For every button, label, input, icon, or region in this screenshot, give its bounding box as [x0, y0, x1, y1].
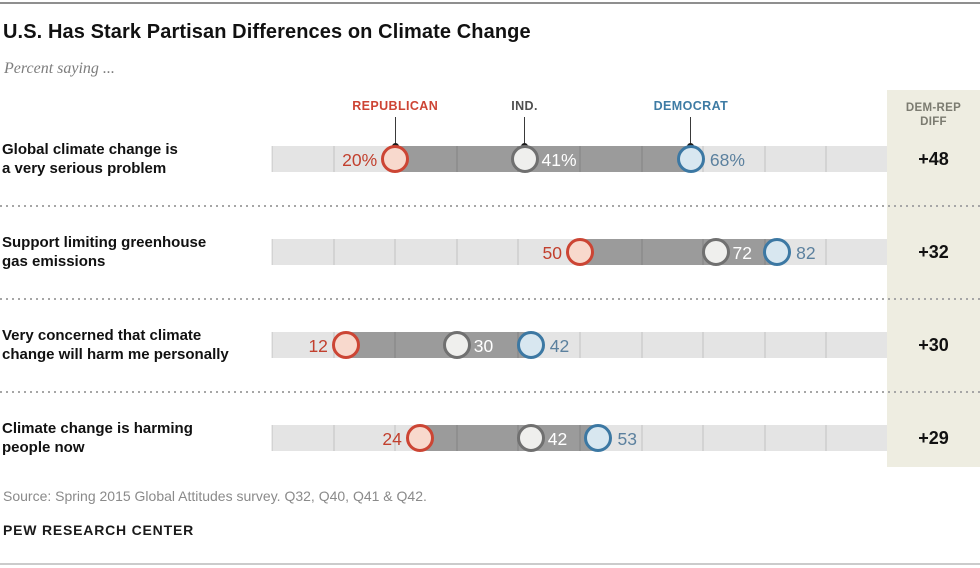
ind-value: 72 — [732, 243, 752, 263]
diff-panel-header: DEM-REP DIFF — [887, 101, 980, 129]
axis-tick — [271, 425, 273, 451]
range-bar — [395, 146, 691, 172]
legend-leader-line — [394, 117, 396, 146]
row-separator — [0, 205, 980, 207]
ind-dot — [516, 424, 545, 452]
rep-value: 24 — [382, 429, 402, 449]
ind-dot — [510, 145, 539, 173]
range-bar — [345, 332, 531, 358]
axis-tick — [394, 239, 397, 265]
rep-value: 20% — [342, 150, 378, 170]
axis-tick — [394, 425, 397, 451]
scale-track — [271, 146, 889, 172]
axis-tick — [763, 425, 766, 451]
axis-tick — [825, 425, 828, 451]
diff-value: +30 — [918, 335, 949, 355]
legend-label-ind: IND. — [511, 99, 538, 113]
ind-value: 30 — [473, 336, 494, 356]
scale-track — [271, 425, 889, 451]
row-separator — [0, 391, 980, 393]
rep-value: 50 — [542, 243, 562, 263]
dem-dot — [516, 331, 545, 359]
diff-value: +32 — [918, 242, 949, 262]
dem-dot — [763, 238, 792, 266]
legend-label-dem: DEMOCRAT — [653, 99, 729, 113]
axis-tick — [702, 425, 705, 451]
axis-tick — [394, 332, 397, 358]
axis-tick — [332, 239, 335, 265]
axis-tick — [332, 146, 335, 172]
axis-tick — [702, 332, 705, 358]
axis-tick — [825, 332, 828, 358]
range-bar — [419, 425, 599, 451]
dem-value: 42 — [549, 336, 570, 356]
diff-panel-header-line2: DIFF — [920, 116, 947, 128]
dem-dot — [676, 145, 705, 173]
scale-track — [271, 332, 889, 358]
bottom-rule — [0, 563, 980, 565]
brand: PEW RESEARCH CENTER — [3, 522, 194, 538]
legend-label-rep: REPUBLICAN — [352, 99, 439, 113]
axis-tick — [640, 332, 643, 358]
row-label: Climate change is harming people now — [2, 420, 193, 456]
rep-dot — [381, 145, 410, 173]
axis-tick — [271, 332, 273, 358]
axis-tick — [763, 146, 766, 172]
diff-value: +48 — [918, 149, 949, 169]
axis-tick — [763, 332, 766, 358]
axis-tick — [825, 239, 828, 265]
axis-tick — [640, 146, 643, 172]
page-title: U.S. Has Stark Partisan Differences on C… — [3, 21, 531, 43]
axis-tick — [455, 239, 458, 265]
subtitle: Percent saying ... — [4, 60, 115, 77]
legend-leader-line — [690, 117, 692, 146]
ind-dot — [442, 331, 471, 359]
ind-value: 41% — [541, 150, 577, 170]
rep-dot — [331, 331, 360, 359]
axis-tick — [825, 146, 828, 172]
axis-tick — [455, 146, 458, 172]
axis-tick — [271, 146, 273, 172]
axis-tick — [271, 239, 273, 265]
dem-dot — [584, 424, 613, 452]
axis-tick — [579, 425, 581, 451]
diff-panel-header-line1: DEM-REP — [905, 102, 962, 114]
dem-value: 53 — [617, 429, 637, 449]
range-bar — [580, 239, 778, 265]
rep-dot — [566, 238, 594, 266]
rep-dot — [405, 424, 434, 452]
rep-value: 12 — [308, 336, 328, 356]
axis-tick — [455, 425, 458, 451]
diff-value: +29 — [918, 428, 949, 448]
row-label: Support limiting greenhouse gas emissions — [2, 234, 207, 270]
axis-tick — [640, 425, 643, 451]
axis-tick — [517, 239, 520, 265]
source-note: Source: Spring 2015 Global Attitudes sur… — [3, 488, 427, 504]
dem-value: 68% — [709, 150, 745, 170]
dem-value: 82 — [796, 243, 816, 263]
row-separator — [0, 298, 980, 300]
ind-value: 42 — [547, 429, 568, 449]
row-label: Very concerned that climate change will h… — [2, 327, 229, 363]
axis-tick — [579, 146, 581, 172]
top-rule — [0, 2, 980, 4]
axis-tick — [332, 425, 335, 451]
legend-leader-line — [524, 117, 526, 146]
axis-tick — [579, 332, 581, 358]
axis-tick — [640, 239, 643, 265]
diff-panel: DEM-REP DIFF — [887, 90, 980, 467]
row-label: Global climate change is a very serious p… — [2, 141, 178, 177]
ind-dot — [701, 238, 730, 266]
